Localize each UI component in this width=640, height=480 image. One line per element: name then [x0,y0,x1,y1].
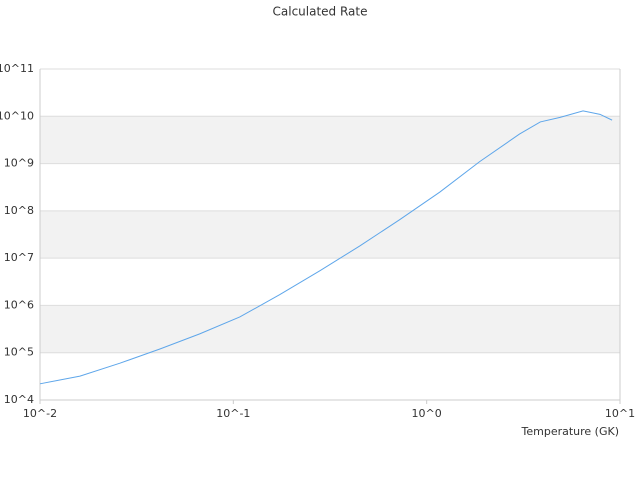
grid-band [40,210,620,259]
grid-band [40,116,620,164]
chart-title: Calculated Rate [273,5,368,19]
x-axis-label: Temperature (GK) [521,425,620,438]
y-tick-label: 10^6 [4,298,34,311]
y-tick-label: 10^8 [4,204,34,217]
y-tick-label: 10^10 [0,109,34,122]
y-tick-label: 10^9 [4,157,34,170]
data-line [39,110,613,385]
y-tick-label: 10^7 [4,251,34,264]
x-tick-label: 10^-1 [216,407,250,420]
x-tick-label: 10^1 [605,407,635,420]
x-tick-label: 10^0 [412,407,442,420]
grid-band [40,305,620,353]
x-tick-label: 10^-2 [23,407,57,420]
y-tick-label: 10^4 [4,393,34,406]
y-tick-label: 10^11 [0,62,34,75]
y-tick-label: 10^5 [4,346,34,359]
